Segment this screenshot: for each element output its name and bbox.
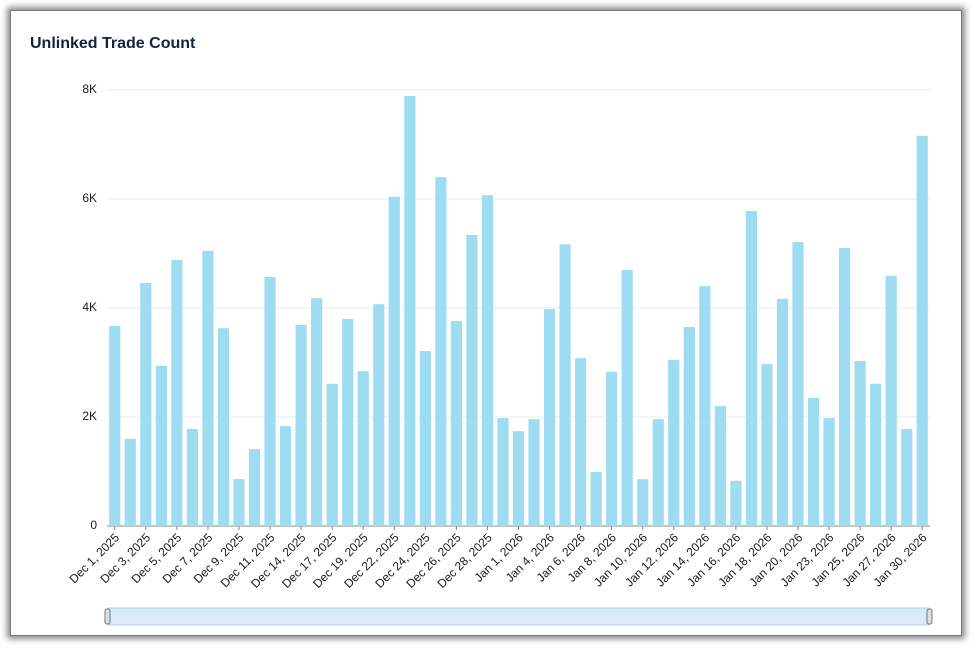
bar (901, 428, 913, 526)
bar (497, 418, 509, 526)
bar (652, 419, 664, 526)
bar (807, 397, 820, 526)
bar (637, 479, 649, 526)
bar (326, 383, 338, 526)
chart-title: Unlinked Trade Count (30, 35, 196, 52)
bar (140, 282, 152, 526)
bar (233, 479, 245, 526)
scroll-range[interactable] (106, 607, 931, 626)
bar (528, 419, 540, 526)
bar (854, 360, 866, 526)
bar (481, 195, 494, 526)
bar (606, 371, 618, 526)
bar (450, 321, 462, 526)
bar (404, 95, 416, 527)
bar (124, 438, 136, 526)
bar (357, 371, 369, 526)
scroll-handle-right[interactable] (926, 608, 933, 625)
bar (419, 351, 431, 526)
bar (279, 426, 292, 526)
bar (342, 318, 354, 526)
bar (668, 359, 680, 526)
bar (155, 365, 167, 526)
bar (885, 275, 897, 526)
y-tick-label: 4K (82, 300, 97, 314)
bar (792, 242, 804, 526)
bar (839, 248, 851, 527)
bar (311, 298, 323, 526)
bar (559, 244, 571, 527)
bar (512, 431, 525, 526)
bar (621, 269, 633, 526)
y-tick-label: 8K (82, 82, 97, 96)
bar (730, 480, 742, 526)
bar (217, 328, 230, 526)
y-tick-label: 0 (90, 518, 97, 532)
bar (186, 428, 198, 526)
bar (699, 286, 711, 526)
bar (916, 135, 928, 526)
bar (466, 234, 478, 526)
bar (870, 383, 882, 526)
bar (435, 177, 447, 526)
bar (202, 250, 214, 526)
y-tick-label: 2K (82, 409, 97, 423)
bar (714, 406, 726, 526)
bar (264, 276, 276, 526)
bar (373, 304, 385, 526)
bar (388, 196, 400, 526)
bar (761, 364, 773, 526)
scroll-handle-left[interactable] (104, 608, 111, 625)
bar (171, 260, 183, 526)
bar (683, 327, 695, 526)
bar (248, 449, 261, 526)
y-tick-label: 6K (82, 191, 97, 205)
bar (590, 472, 602, 526)
bar (543, 309, 556, 526)
bar (109, 325, 121, 526)
bar (745, 210, 758, 527)
bar (823, 418, 835, 526)
bar (575, 358, 587, 526)
bar (295, 324, 307, 526)
bar (776, 298, 789, 526)
